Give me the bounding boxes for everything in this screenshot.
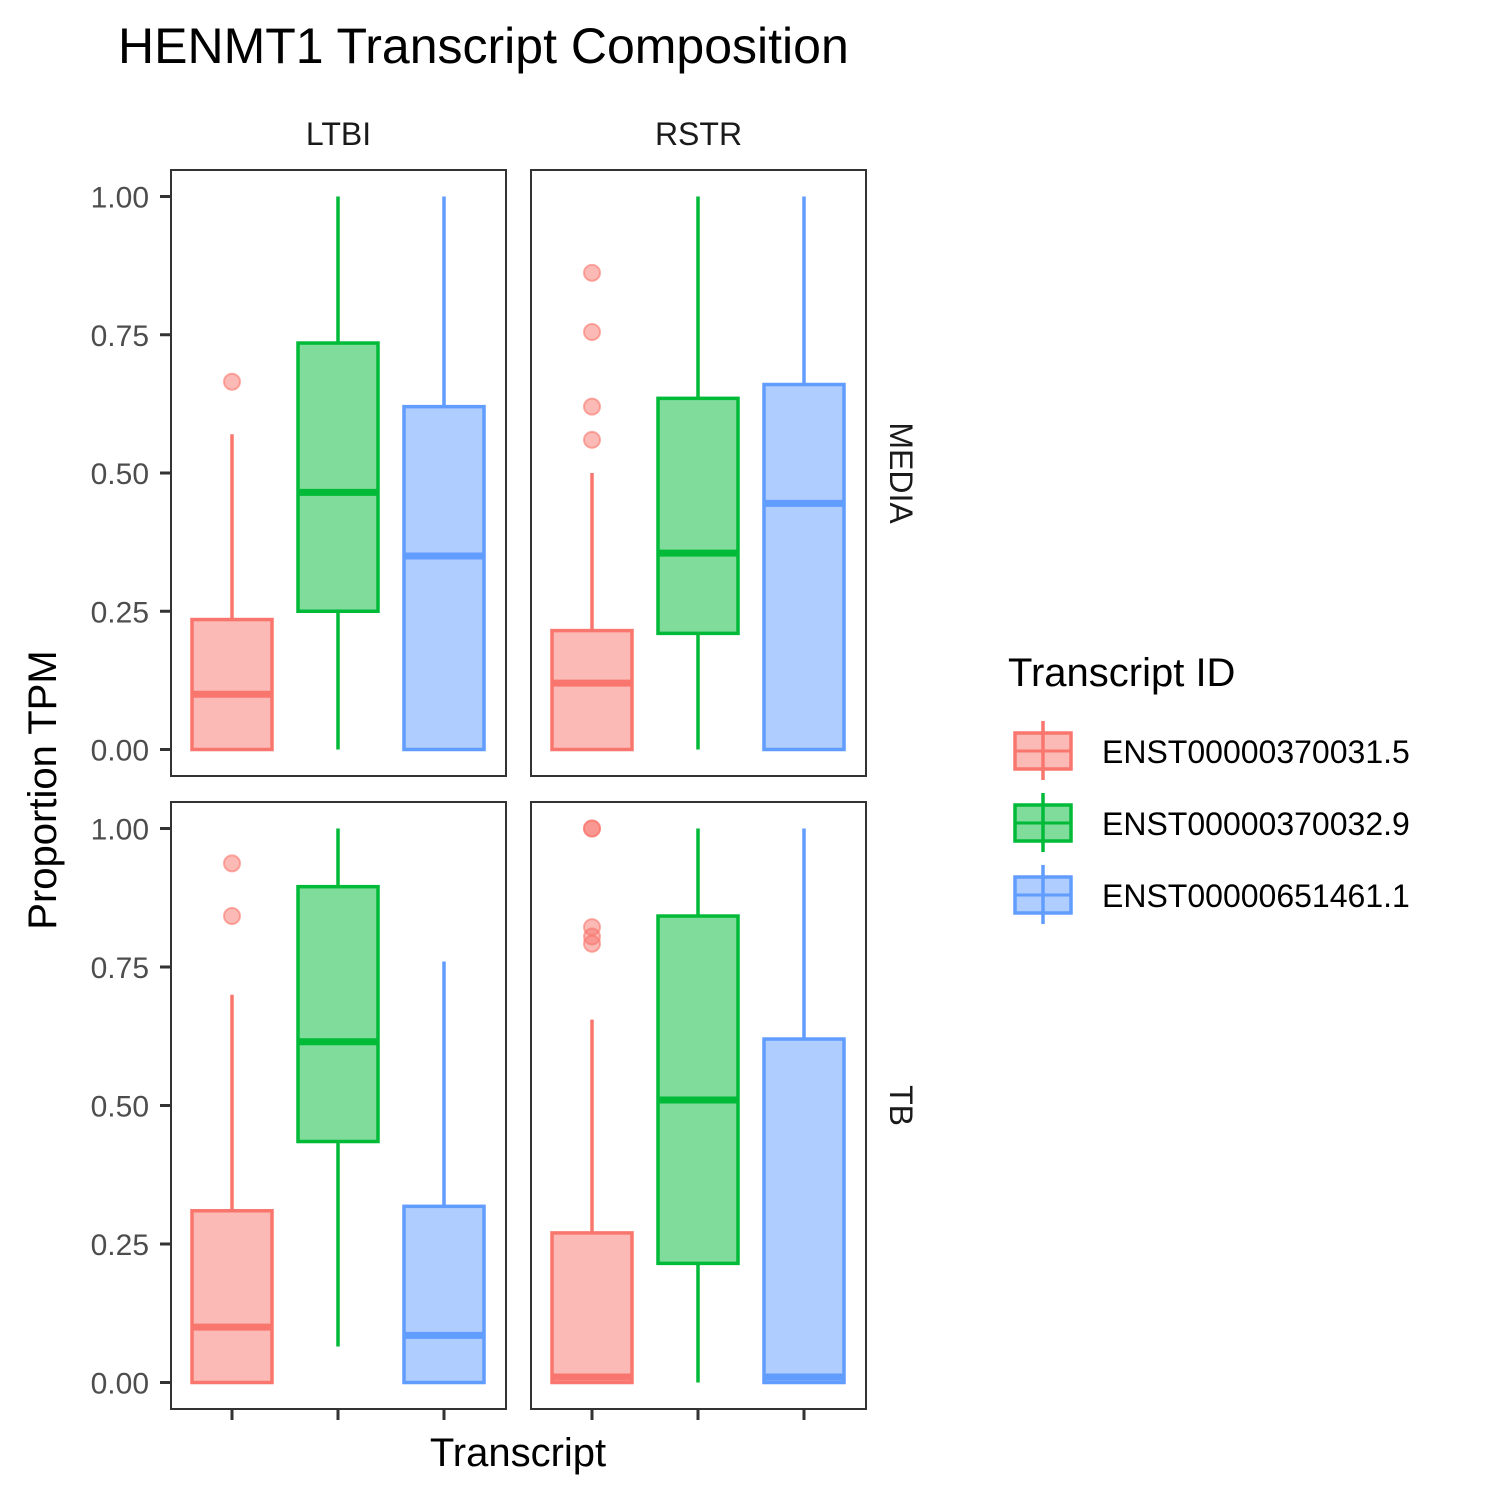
panel-rstr-media-box-1-iqr (550, 628, 634, 752)
y-axis-title: Proportion TPM (21, 650, 65, 929)
panel-rstr-tb-box-3-iqr (762, 1037, 846, 1385)
y-tick-label-media-3: 0.75 (91, 320, 149, 353)
legend-title: Transcript ID (1008, 651, 1235, 695)
chart-title: HENMT1 Transcript Composition (118, 18, 849, 74)
panel-ltbi-media-box-1-outlier-0 (223, 372, 241, 391)
panels-group (170, 169, 867, 1410)
panel-rstr-tb-box-2-iqr (656, 914, 740, 1266)
y-tick-label-media-1: 0.25 (91, 596, 149, 629)
strip-label-rstr: RSTR (655, 116, 742, 152)
y-tick-label-tb-3: 0.75 (91, 952, 149, 985)
panel-ltbi-media (170, 169, 507, 777)
panel-ltbi-tb-box-1-outlier-1 (223, 854, 241, 873)
y-tick-label-tb-4: 1.00 (91, 814, 149, 847)
strip-label-tb: TB (883, 1085, 919, 1126)
y-tick-label-tb-2: 0.50 (91, 1091, 149, 1124)
y-tick-label-media-4: 1.00 (91, 182, 149, 215)
panel-rstr-tb-box-1-outlier-4 (583, 819, 601, 838)
facet-strips: LTBI RSTR MEDIA TB (306, 116, 919, 1126)
y-tick-label-tb-0: 0.00 (91, 1368, 149, 1401)
legend-label-1: ENST00000370031.5 (1102, 734, 1410, 770)
legend-label-3: ENST00000651461.1 (1102, 878, 1410, 914)
panel-ltbi-media-box-1-iqr (190, 617, 274, 752)
panel-ltbi-media-box-2-iqr (296, 341, 380, 613)
panel-ltbi-tb-box-1-iqr (190, 1209, 274, 1385)
panel-ltbi-tb (170, 801, 507, 1410)
y-tick-label-media-2: 0.50 (91, 458, 149, 491)
y-tick-label-tb-1: 0.25 (91, 1229, 149, 1262)
panel-rstr-tb-box-1-outlier-2 (583, 918, 601, 937)
panel-ltbi-tb-box-2-iqr (296, 884, 380, 1144)
panel-rstr-media-box-1-outlier-0 (583, 430, 601, 449)
panel-rstr-media-box-1-outlier-1 (583, 397, 601, 416)
strip-label-media: MEDIA (883, 422, 919, 524)
panel-rstr-media-border (530, 169, 867, 777)
strip-label-ltbi: LTBI (306, 116, 371, 152)
x-axis-title: Transcript (430, 1431, 606, 1475)
panel-rstr-media-box-3-iqr (762, 382, 846, 752)
panel-ltbi-tb-box-1-outlier-0 (223, 907, 241, 926)
panel-rstr-media (530, 169, 867, 777)
y-tick-label-media-0: 0.00 (91, 735, 149, 768)
panel-rstr-media-box-2-iqr (656, 396, 740, 636)
panel-rstr-media-box-1-outlier-3 (583, 263, 601, 282)
panel-ltbi-tb-box-3-iqr (402, 1204, 486, 1385)
panel-rstr-media-box-1-outlier-2 (583, 322, 601, 341)
panel-rstr-tb-box-1-iqr (550, 1231, 634, 1385)
legend-label-2: ENST00000370032.9 (1102, 806, 1410, 842)
panel-ltbi-media-box-3-iqr (402, 404, 486, 752)
panel-rstr-tb (530, 801, 867, 1410)
axes-group: 0.00 0.25 0.50 0.75 1.00 0.00 0.25 0.50 0.75 1.00 (91, 182, 806, 1420)
legend: Transcript ID ENST00000370031.5 ENST00000… (1008, 651, 1410, 924)
